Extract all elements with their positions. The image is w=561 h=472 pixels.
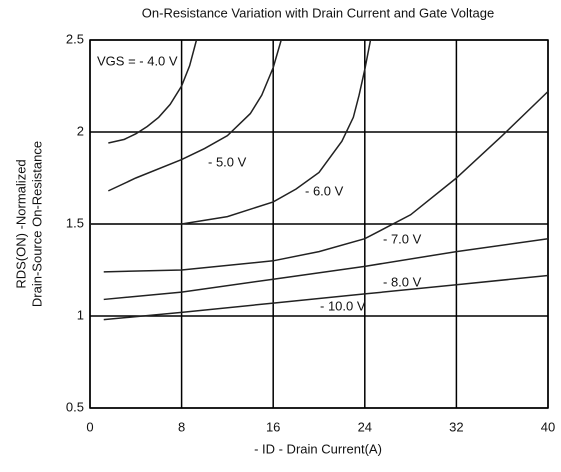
series-label: - 10.0 V: [320, 298, 366, 313]
series-label: - 6.0 V: [305, 183, 344, 198]
series-line: [103, 274, 549, 321]
x-tick-label: 24: [358, 419, 372, 434]
x-tick-label: 16: [266, 419, 280, 434]
x-axis-label: - ID - Drain Current(A): [254, 441, 382, 456]
series-line: [108, 39, 282, 192]
y-tick-label: 0.5: [66, 399, 84, 414]
x-tick-label: 40: [541, 419, 555, 434]
series-line: [103, 90, 549, 273]
y-tick-label: 2.5: [66, 31, 84, 46]
x-tick-label: 8: [178, 419, 185, 434]
x-tick-label: 0: [86, 419, 93, 434]
series-line: [90, 39, 372, 225]
chart-title: On-Resistance Variation with Drain Curre…: [142, 5, 494, 20]
y-tick-label: 2: [77, 123, 84, 138]
series-label: - 7.0 V: [383, 231, 422, 246]
y-tick-label: 1: [77, 307, 84, 322]
y-tick-label: 1.5: [66, 215, 84, 230]
series-label: - 8.0 V: [383, 274, 422, 289]
series-line: [108, 39, 198, 144]
y-axis-label: RDS(ON) -Normalized: [13, 159, 28, 288]
y-axis-label: Drain-Source On-Resistance: [29, 141, 44, 307]
series-label: VGS = - 4.0 V: [97, 53, 178, 68]
series-line: [103, 237, 549, 301]
series-label: - 5.0 V: [208, 154, 247, 169]
x-tick-label: 32: [449, 419, 463, 434]
